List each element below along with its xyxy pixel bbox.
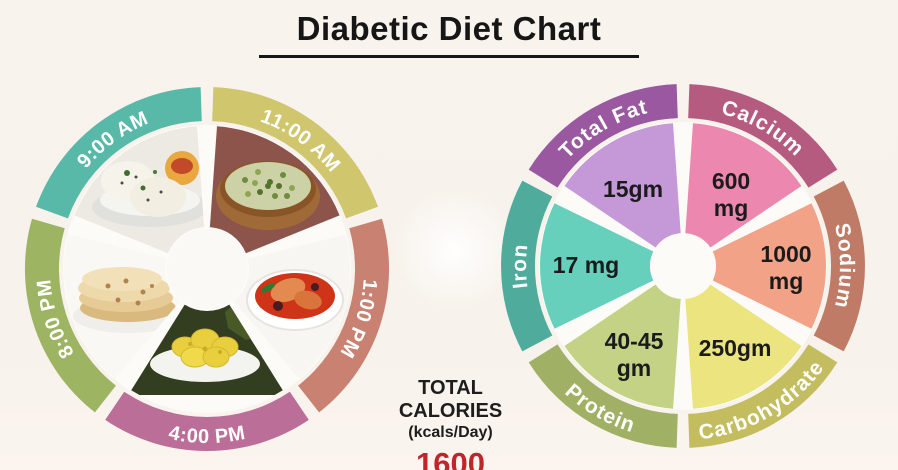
meal-wheel-center xyxy=(167,229,247,309)
nutrient-wedge-total-fat xyxy=(564,123,681,248)
nutrient-label-iron: Iron xyxy=(508,242,532,289)
total-calories-unit: (kcals/Day) xyxy=(408,424,493,441)
total-calories-value: 1600 xyxy=(416,446,485,470)
nutrient-value-protein: 40-45 gm xyxy=(605,328,664,381)
meal-ring-segment-4pm xyxy=(105,391,309,452)
nutrient-wedge-calcium xyxy=(685,123,802,248)
nutrient-ring-segment-protein xyxy=(528,344,678,448)
nutrient-wedge-iron xyxy=(540,203,654,329)
food-photo-fish-curry xyxy=(234,234,350,379)
nutrient-ring-segment-iron xyxy=(501,180,553,352)
nutrient-ring-segment-total-fat xyxy=(528,84,678,188)
center-glow-decoration xyxy=(392,188,517,313)
nutrient-value-sodium: 1000 mg xyxy=(760,241,811,294)
page-title: Diabetic Diet Chart xyxy=(296,10,602,47)
meal-ring-segment-8pm xyxy=(24,218,116,413)
total-calories-block: TOTAL CALORIES (kcals/Day) 1600 xyxy=(368,377,533,470)
title-underline xyxy=(259,55,639,58)
nutrient-value-calcium: 600 mg xyxy=(712,168,750,221)
meal-wheel: 9:00 AM 11:00 AM 1:00 PM 4:00 PM 8:00 PM xyxy=(24,87,390,452)
meal-ring-segment-11am xyxy=(212,87,378,219)
header: Diabetic Diet Chart xyxy=(0,10,898,58)
nutrient-wheel: Total Fat Calcium Sodium Carbohydrate Pr… xyxy=(501,84,865,448)
nutrient-ring-segment-carbohydrate xyxy=(688,344,838,448)
nutrient-wedge-sodium xyxy=(712,203,826,329)
nutrient-ring-segment-calcium xyxy=(688,84,838,188)
nutrient-ring-segment-sodium xyxy=(813,180,865,352)
nutrient-wedge-protein xyxy=(564,284,681,409)
meal-ring-segment-9am xyxy=(36,87,202,219)
nutrient-value-total-fat: 15gm xyxy=(603,176,663,202)
nutrient-value-carbohydrate: 250gm xyxy=(699,335,772,361)
total-calories-label: TOTAL CALORIES xyxy=(398,377,503,422)
nutrient-wedge-carbohydrate xyxy=(685,284,802,409)
meal-ring-segment-1pm xyxy=(298,218,390,413)
nutrient-value-iron: 17 mg xyxy=(553,252,619,278)
meal-time-label-4pm: 4:00 PM xyxy=(167,422,247,448)
